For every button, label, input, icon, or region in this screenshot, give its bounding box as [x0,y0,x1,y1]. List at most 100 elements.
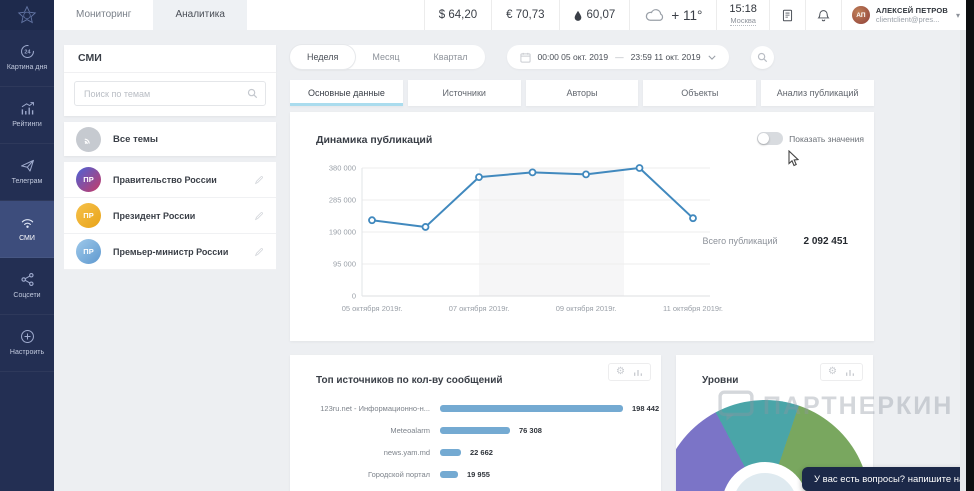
card-settings[interactable]: ⚙ [608,363,651,381]
sidebar-item-2[interactable]: Телеграм [0,144,54,201]
levels-title: Уровни [702,375,739,386]
source-bar [440,448,461,456]
user-email: clientclient@pres... [875,15,940,24]
gear-icon[interactable]: ⚙ [828,366,837,377]
svg-text:09 октября 2019г.: 09 октября 2019г. [556,304,617,313]
avatar: АП [851,6,870,24]
chat-banner[interactable]: У вас есть вопросы? напишите нам! [802,467,974,491]
svg-text:07 октября 2019г.: 07 октября 2019г. [449,304,510,313]
topic-label: Президент России [113,210,196,221]
source-value: 76 308 [519,425,542,435]
search-button[interactable] [750,45,774,69]
notifications-button[interactable] [804,0,841,30]
tab-0[interactable]: Основные данные [290,80,403,106]
source-label: 123ru.net - Информационно-н... [320,403,430,413]
sidebar-item-3[interactable]: СМИ [0,201,54,258]
topic-item-1[interactable]: ПР Президент России [64,198,276,234]
weather-widget: + 11° [629,0,716,30]
chevron-down-icon: ▾ [955,10,960,20]
documents-button[interactable] [768,0,805,30]
city-label[interactable]: Москва [730,15,756,27]
show-values-toggle-group: Показать значения [757,132,864,145]
dynamics-title: Динамика публикаций [316,134,433,146]
tab-1[interactable]: Источники [407,80,521,106]
topic-search-input[interactable] [74,81,266,106]
source-label: Городской портал [368,469,430,479]
tab-3[interactable]: Объекты [643,80,757,106]
sidebar-item-0[interactable]: 24 Картина дня [0,30,54,87]
sidebar-item-label: Настроить [9,349,45,357]
date-range-picker[interactable]: 00:00 05 окт. 2019 — 23:59 11 окт. 2019 [506,45,729,69]
oil-drop-icon [574,10,581,21]
search-icon [757,52,767,62]
svg-text:05 октября 2019г.: 05 октября 2019г. [342,304,403,313]
rss-icon [19,214,36,231]
user-menu[interactable]: АП АЛЕКСЕЙ ПЕТРОВ clientclient@pres... ▾ [840,0,974,30]
chart-type-icon[interactable] [633,368,643,377]
clock-24-icon: 24 [19,43,36,60]
sources-bar-chart: 123ru.net - Информационно-н... 198 442 Met… [290,397,661,491]
sidebar-item-label: Соцсети [13,292,41,300]
top-sources-card: Топ источников по кол-ву сообщений ⚙ 123… [290,355,661,491]
oil-price: 60,07 [558,0,630,30]
current-time: 15:18 [729,2,757,15]
user-name: АЛЕКСЕЙ ПЕТРОВ [875,5,948,15]
source-row-0: 123ru.net - Информационно-н... 198 442 [290,397,661,419]
date-from: 00:00 05 окт. 2019 [537,52,609,62]
screen-edge [966,0,974,491]
topic-label: Премьер-министр России [113,246,229,257]
document-icon [782,9,792,21]
tab-4[interactable]: Анализ публикаций [761,80,874,106]
bar-chart-icon [19,100,36,117]
share-icon [19,271,36,288]
source-row-4: Краткие новости18 708 [290,485,661,491]
clock-widget: 15:18 Москва [716,0,769,30]
edit-pencil-icon[interactable] [254,211,264,221]
edit-pencil-icon[interactable] [254,175,264,185]
scrollbar[interactable] [960,30,966,491]
svg-text:190 000: 190 000 [329,228,356,237]
sidebar-item-5[interactable]: Настроить [0,315,54,372]
sidebar-item-1[interactable]: Рейтинги [0,87,54,144]
card-settings[interactable]: ⚙ [820,363,863,381]
topic-item-2[interactable]: ПР Премьер-министр России [64,234,276,270]
svg-text:24: 24 [24,50,31,56]
calendar-icon [519,52,531,63]
star-emblem-icon [17,5,37,24]
chart-type-icon[interactable] [845,368,855,377]
levels-card: Уровни ⚙ [676,355,873,491]
sidebar-item-label: Телеграм [11,178,43,186]
topics-panel: СМИ Все темы ПР Правительство России ПР Пре… [64,45,276,270]
show-values-toggle[interactable] [757,132,784,145]
search-icon[interactable] [247,88,258,99]
sidebar: 24 Картина дня Рейтинги Телеграм СМИ Соцсети Н… [0,30,54,491]
topic-label: Правительство России [113,174,217,185]
topics-panel-title: СМИ [64,45,276,73]
period-button-0[interactable]: Неделя [290,45,356,69]
topic-avatar: ПР [76,167,101,192]
cloud-icon [646,9,664,21]
gear-icon[interactable]: ⚙ [616,366,625,377]
svg-text:380 000: 380 000 [329,164,356,173]
topic-item-0[interactable]: ПР Правительство России [64,162,276,198]
period-button-1[interactable]: Месяц [372,52,400,62]
sidebar-item-label: СМИ [19,235,35,243]
svg-text:11 октября 2019г.: 11 октября 2019г. [663,304,723,313]
all-topics-label: Все темы [113,133,159,145]
topbar-tab-0[interactable]: Мониторинг [76,9,132,20]
svg-text:95 000: 95 000 [333,260,356,269]
tab-2[interactable]: Авторы [525,80,639,106]
source-label: Meteoalarm [390,425,430,435]
topbar-tab-1[interactable]: Аналитика [153,0,247,30]
all-topics-item[interactable]: Все темы [64,122,276,156]
source-value: 198 442 [632,403,660,413]
plus-circle-icon [19,328,36,345]
app-logo[interactable] [0,0,54,30]
usd-rate: $ 64,20 [423,0,491,30]
edit-pencil-icon[interactable] [254,247,264,257]
source-value: 19 955 [467,469,490,479]
topic-avatar: ПР [76,239,101,264]
sidebar-item-4[interactable]: Соцсети [0,258,54,315]
period-button-2[interactable]: Квартал [433,52,468,62]
